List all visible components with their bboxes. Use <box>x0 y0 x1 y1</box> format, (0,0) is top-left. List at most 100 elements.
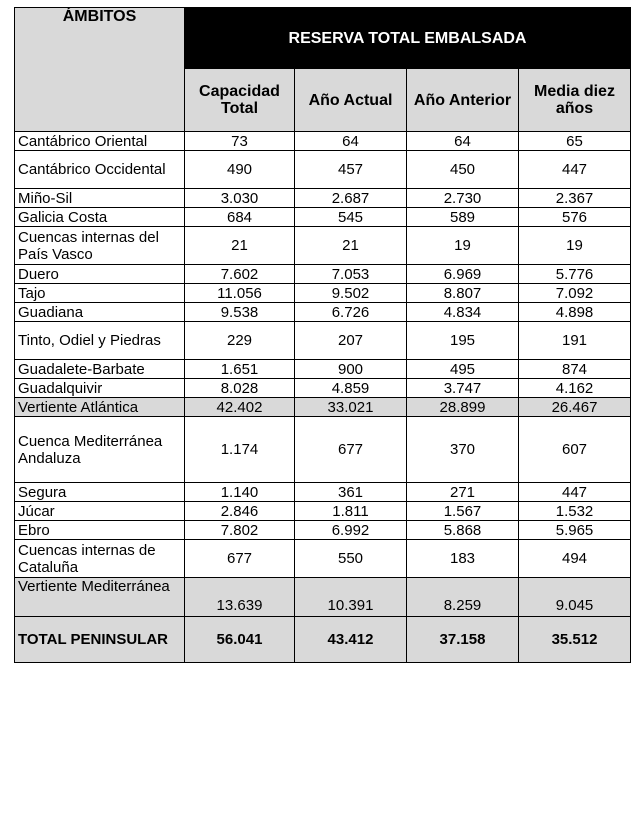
ano-actual-cell: 6.992 <box>294 520 407 540</box>
media-diez-anos-cell: 1.532 <box>517 501 632 521</box>
ano-actual-cell: 545 <box>294 207 407 227</box>
table-body: Cantábrico Oriental 73 64 64 65 Cantábrico Oc… <box>14 131 632 663</box>
table-row-vertiente-mediterranea: Vertiente Mediterránea 13.639 10.391 8.259 9… <box>14 577 632 617</box>
ano-anterior-cell: 3.747 <box>406 378 519 398</box>
media-diez-anos-cell: 447 <box>517 150 632 189</box>
ano-anterior-cell: 450 <box>406 150 519 189</box>
media-diez-anos-cell: 35.512 <box>517 616 632 663</box>
table-row-guadalquivir: Guadalquivir 8.028 4.859 3.747 4.162 <box>14 378 632 398</box>
ano-actual-cell: 4.859 <box>294 378 407 398</box>
ambitos-header: ÁMBITOS <box>14 7 185 132</box>
media-diez-anos-cell: 2.367 <box>517 188 632 208</box>
media-diez-anos-cell: 494 <box>517 539 632 578</box>
table-row-jucar: Júcar 2.846 1.811 1.567 1.532 <box>14 501 632 521</box>
ano-actual-cell: 6.726 <box>294 302 407 322</box>
ano-actual-cell: 2.687 <box>294 188 407 208</box>
column-header-ano-actual: Año Actual <box>294 68 407 132</box>
capacidad-total-cell: 56.041 <box>184 616 295 663</box>
ano-anterior-cell: 37.158 <box>406 616 519 663</box>
ano-actual-cell: 33.021 <box>294 397 407 417</box>
row-label: Júcar <box>14 501 185 521</box>
table-row-vertiente-atlantica: Vertiente Atlántica 42.402 33.021 28.899 26.… <box>14 397 632 417</box>
ano-anterior-cell: 4.834 <box>406 302 519 322</box>
row-label: Vertiente Mediterránea <box>14 577 185 617</box>
capacidad-total-cell: 8.028 <box>184 378 295 398</box>
ano-anterior-cell: 8.259 <box>406 577 519 617</box>
capacidad-total-cell: 1.140 <box>184 482 295 502</box>
media-diez-anos-cell: 7.092 <box>517 283 632 303</box>
table-row-tinto-odiel-piedras: Tinto, Odiel y Piedras 229 207 195 191 <box>14 321 632 360</box>
table-row-duero: Duero 7.602 7.053 6.969 5.776 <box>14 264 632 284</box>
ano-anterior-cell: 1.567 <box>406 501 519 521</box>
table-row-guadalete-barbate: Guadalete-Barbate 1.651 900 495 874 <box>14 359 632 379</box>
ano-anterior-cell: 5.868 <box>406 520 519 540</box>
media-diez-anos-cell: 607 <box>517 416 632 483</box>
media-diez-anos-cell: 19 <box>517 226 632 265</box>
media-diez-anos-cell: 447 <box>517 482 632 502</box>
row-label: Guadalquivir <box>14 378 185 398</box>
capacidad-total-cell: 13.639 <box>184 577 295 617</box>
ano-actual-cell: 677 <box>294 416 407 483</box>
media-diez-anos-cell: 65 <box>517 131 632 151</box>
table-row-ebro: Ebro 7.802 6.992 5.868 5.965 <box>14 520 632 540</box>
row-label: Guadalete-Barbate <box>14 359 185 379</box>
row-label: Cuenca Mediterránea Andaluza <box>14 416 185 483</box>
table-row-cantabrico-oriental: Cantábrico Oriental 73 64 64 65 <box>14 131 632 151</box>
ano-actual-cell: 361 <box>294 482 407 502</box>
row-label: TOTAL PENINSULAR <box>14 616 185 663</box>
row-label: Cuencas internas del País Vasco <box>14 226 185 265</box>
ano-actual-cell: 9.502 <box>294 283 407 303</box>
capacidad-total-cell: 2.846 <box>184 501 295 521</box>
ano-actual-cell: 7.053 <box>294 264 407 284</box>
capacidad-total-cell: 229 <box>184 321 295 360</box>
table-row-tajo: Tajo 11.056 9.502 8.807 7.092 <box>14 283 632 303</box>
table-row-guadiana: Guadiana 9.538 6.726 4.834 4.898 <box>14 302 632 322</box>
media-diez-anos-cell: 576 <box>517 207 632 227</box>
capacidad-total-cell: 21 <box>184 226 295 265</box>
media-diez-anos-cell: 4.162 <box>517 378 632 398</box>
ano-anterior-cell: 495 <box>406 359 519 379</box>
ano-actual-cell: 21 <box>294 226 407 265</box>
capacidad-total-cell: 73 <box>184 131 295 151</box>
ano-anterior-cell: 19 <box>406 226 519 265</box>
ano-actual-cell: 550 <box>294 539 407 578</box>
header-row-columns: Capacidad Total Año Actual Año Anterior … <box>15 68 632 132</box>
row-label: Cantábrico Oriental <box>14 131 185 151</box>
header-row-main: ÁMBITOS RESERVA TOTAL EMBALSADA <box>14 7 632 132</box>
ano-actual-cell: 10.391 <box>294 577 407 617</box>
ano-anterior-cell: 64 <box>406 131 519 151</box>
column-header-ano-anterior: Año Anterior <box>406 68 519 132</box>
table-row-segura: Segura 1.140 361 271 447 <box>14 482 632 502</box>
ano-actual-cell: 64 <box>294 131 407 151</box>
row-label: Tajo <box>14 283 185 303</box>
capacidad-total-cell: 11.056 <box>184 283 295 303</box>
media-diez-anos-cell: 5.776 <box>517 264 632 284</box>
table-row-cuencas-pais-vasco: Cuencas internas del País Vasco 21 21 19 19 <box>14 226 632 265</box>
ano-anterior-cell: 195 <box>406 321 519 360</box>
table-row-cuenca-mediterranea-andaluza: Cuenca Mediterránea Andaluza 1.174 677 370 6… <box>14 416 632 483</box>
capacidad-total-cell: 1.651 <box>184 359 295 379</box>
media-diez-anos-cell: 26.467 <box>517 397 632 417</box>
ano-anterior-cell: 6.969 <box>406 264 519 284</box>
capacidad-total-cell: 677 <box>184 539 295 578</box>
row-label: Galicia Costa <box>14 207 185 227</box>
row-label: Duero <box>14 264 185 284</box>
ano-anterior-cell: 370 <box>406 416 519 483</box>
ano-anterior-cell: 271 <box>406 482 519 502</box>
ano-actual-cell: 43.412 <box>294 616 407 663</box>
ano-anterior-cell: 28.899 <box>406 397 519 417</box>
capacidad-total-cell: 42.402 <box>184 397 295 417</box>
table-row-total-peninsular: TOTAL PENINSULAR 56.041 43.412 37.158 35.512 <box>14 616 632 663</box>
capacidad-total-cell: 7.602 <box>184 264 295 284</box>
table-row-cantabrico-occidental: Cantábrico Occidental 490 457 450 447 <box>14 150 632 189</box>
media-diez-anos-cell: 5.965 <box>517 520 632 540</box>
row-label: Cuencas internas de Cataluña <box>14 539 185 578</box>
row-label: Miño-Sil <box>14 188 185 208</box>
capacidad-total-cell: 9.538 <box>184 302 295 322</box>
capacidad-total-cell: 7.802 <box>184 520 295 540</box>
ano-actual-cell: 457 <box>294 150 407 189</box>
column-header-media: Media diez años <box>517 68 632 132</box>
capacidad-total-cell: 684 <box>184 207 295 227</box>
media-diez-anos-cell: 4.898 <box>517 302 632 322</box>
row-label: Cantábrico Occidental <box>14 150 185 189</box>
